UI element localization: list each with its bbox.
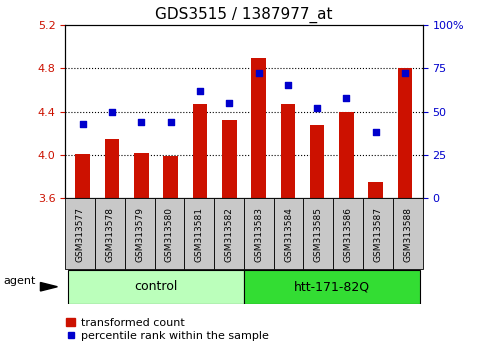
Bar xyxy=(134,153,149,198)
Text: GSM313582: GSM313582 xyxy=(225,207,233,262)
Text: GSM313584: GSM313584 xyxy=(284,207,293,262)
Point xyxy=(138,119,145,125)
Point xyxy=(108,109,116,114)
Point xyxy=(226,100,233,106)
Bar xyxy=(222,120,237,198)
Bar xyxy=(333,198,363,269)
Bar xyxy=(251,58,266,198)
Point xyxy=(372,130,380,135)
Point xyxy=(284,82,292,88)
Bar xyxy=(369,182,383,198)
Bar xyxy=(105,139,119,198)
Bar xyxy=(393,198,423,269)
Bar xyxy=(185,198,214,269)
Bar xyxy=(125,198,155,269)
Bar xyxy=(95,198,125,269)
Bar xyxy=(244,198,274,269)
Bar xyxy=(398,68,412,198)
Point xyxy=(401,70,409,76)
Bar xyxy=(310,125,325,198)
Bar xyxy=(244,270,420,304)
Point xyxy=(196,88,204,93)
Bar xyxy=(214,198,244,269)
Bar xyxy=(303,198,333,269)
Text: GSM313588: GSM313588 xyxy=(403,207,412,262)
Bar xyxy=(274,198,303,269)
Text: GSM313578: GSM313578 xyxy=(105,207,114,262)
Text: GSM313585: GSM313585 xyxy=(314,207,323,262)
Bar xyxy=(193,104,207,198)
Text: GSM313579: GSM313579 xyxy=(135,207,144,262)
Text: control: control xyxy=(134,280,178,293)
Bar xyxy=(339,112,354,198)
Text: GSM313580: GSM313580 xyxy=(165,207,174,262)
Text: GSM313587: GSM313587 xyxy=(373,207,383,262)
Title: GDS3515 / 1387977_at: GDS3515 / 1387977_at xyxy=(155,7,333,23)
Text: GSM313581: GSM313581 xyxy=(195,207,204,262)
Point xyxy=(255,70,262,76)
Bar xyxy=(65,198,95,269)
Bar xyxy=(68,270,244,304)
Bar xyxy=(75,154,90,198)
Text: htt-171-82Q: htt-171-82Q xyxy=(294,280,370,293)
Bar xyxy=(155,198,185,269)
Text: GSM313577: GSM313577 xyxy=(76,207,85,262)
Point xyxy=(167,119,174,125)
Text: GSM313583: GSM313583 xyxy=(255,207,263,262)
Text: GSM313586: GSM313586 xyxy=(344,207,353,262)
Bar xyxy=(363,198,393,269)
Bar xyxy=(163,156,178,198)
Polygon shape xyxy=(41,282,57,291)
Point xyxy=(342,95,350,101)
Legend: transformed count, percentile rank within the sample: transformed count, percentile rank withi… xyxy=(62,314,273,346)
Text: agent: agent xyxy=(3,276,36,286)
Point xyxy=(79,121,86,126)
Point xyxy=(313,105,321,111)
Bar xyxy=(281,104,295,198)
